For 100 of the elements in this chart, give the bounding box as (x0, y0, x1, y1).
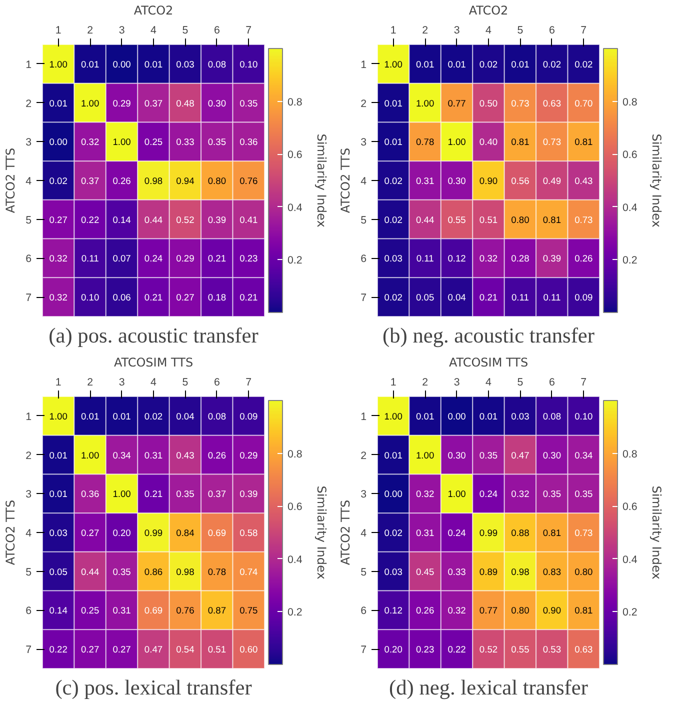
data-label: 0.51 (479, 214, 498, 225)
data-label: 0.94 (176, 176, 194, 186)
y-tick-label: 4 (360, 528, 367, 540)
data-label: 1.00 (384, 59, 402, 70)
color-bar-label: 0.2 (288, 254, 302, 267)
data-label: 0.03 (176, 59, 194, 70)
data-label: 0.35 (542, 489, 562, 500)
data-label: 0.80 (574, 566, 593, 577)
data-label: 0.26 (112, 176, 131, 186)
x-tick-label: 4 (150, 24, 157, 36)
y-tick-label: 2 (26, 450, 32, 462)
data-label: 0.32 (479, 254, 498, 264)
y-tick-label: 5 (360, 214, 367, 226)
color-bar-label: 0.2 (622, 254, 638, 267)
y-tick-label: 1 (360, 410, 367, 423)
data-label: 0.00 (448, 411, 466, 422)
data-label: 0.01 (384, 137, 402, 148)
data-label: 0.76 (176, 606, 194, 616)
data-label: 1.00 (112, 137, 131, 148)
data-label: 0.98 (176, 566, 194, 577)
color-bar-label: 0.8 (622, 96, 638, 108)
data-label: 0.04 (448, 292, 466, 303)
data-label: 0.21 (144, 489, 163, 500)
data-label: 0.22 (80, 214, 100, 225)
x-tick-label: 6 (548, 24, 555, 36)
data-label: 0.69 (144, 606, 163, 616)
data-label: 0.37 (144, 98, 163, 108)
data-label: 0.35 (112, 566, 131, 577)
data-label: 0.99 (479, 528, 498, 538)
data-label: 0.60 (240, 644, 258, 655)
data-label: 0.03 (49, 528, 68, 538)
data-label: 1.00 (416, 450, 434, 460)
x-axis-title: ATCO2 (134, 4, 174, 18)
x-tick-label: 5 (182, 24, 188, 36)
data-label: 0.31 (416, 176, 434, 186)
data-label: 0.24 (448, 528, 466, 538)
text: (d) neg. lexical transfer (389, 676, 588, 700)
data-label: 0.34 (574, 450, 593, 460)
data-label: 0.12 (448, 254, 466, 264)
data-label: 0.78 (416, 137, 434, 148)
data-label: 0.00 (384, 489, 402, 500)
data-label: 0.01 (479, 411, 498, 422)
data-label: 0.05 (49, 566, 68, 577)
data-label: 0.32 (511, 489, 530, 500)
x-tick-label: 2 (422, 24, 428, 36)
data-label: 0.00 (112, 59, 131, 70)
data-label: 0.47 (511, 450, 530, 460)
y-tick-label: 1 (360, 58, 367, 71)
data-label: 0.01 (49, 98, 68, 108)
data-label: 0.80 (511, 606, 530, 616)
data-label: 0.45 (416, 566, 434, 577)
data-label: 0.47 (144, 644, 163, 655)
data-label: 0.27 (80, 528, 100, 538)
data-label: 0.31 (416, 528, 434, 538)
data-label: 1.00 (416, 98, 434, 108)
data-label: 0.03 (511, 411, 530, 422)
data-label: 0.08 (542, 411, 562, 422)
data-label: 0.27 (176, 292, 194, 303)
data-label: 0.08 (208, 411, 226, 422)
data-label: 0.74 (240, 566, 258, 577)
data-label: 0.36 (240, 137, 258, 148)
data-label: 0.03 (384, 254, 402, 264)
data-label: 0.01 (144, 59, 163, 70)
y-tick-label: 6 (26, 605, 32, 618)
data-label: 0.25 (144, 137, 163, 148)
x-tick-label: 6 (548, 376, 555, 388)
data-label: 0.63 (574, 644, 593, 655)
data-label: 0.31 (112, 606, 131, 616)
x-tick-label: 2 (87, 24, 94, 36)
data-label: 0.35 (208, 137, 226, 148)
data-label: 0.56 (511, 176, 530, 186)
data-label: 0.84 (176, 528, 194, 538)
data-label: 0.06 (112, 292, 131, 303)
color-bar-label: 0.4 (288, 202, 302, 214)
y-tick-label: 3 (26, 136, 32, 149)
x-tick-label: 3 (454, 24, 460, 36)
data-label: 0.04 (176, 411, 194, 422)
y-axis-title: ATCO2 TTS (4, 500, 18, 566)
data-label: 0.11 (511, 292, 529, 303)
color-bar-title: Similarity Index (314, 486, 328, 580)
y-axis-title: ATCO2 TTS (338, 148, 353, 214)
data-label: 0.02 (144, 411, 163, 422)
data-label: 0.63 (542, 98, 562, 108)
y-tick-label: 2 (360, 98, 367, 110)
data-label: 0.87 (208, 606, 226, 616)
x-tick-label: 7 (246, 376, 252, 388)
data-label: 0.32 (416, 489, 434, 500)
data-label: 0.81 (542, 214, 562, 225)
data-label: 0.07 (112, 254, 131, 264)
x-tick-label: 4 (486, 376, 492, 388)
data-label: 0.81 (511, 137, 530, 148)
y-tick-label: 6 (360, 605, 367, 618)
x-tick-label: 2 (87, 376, 94, 388)
data-label: 0.55 (448, 214, 466, 225)
y-tick-label: 4 (360, 176, 367, 188)
data-label: 0.22 (448, 644, 466, 655)
data-label: 0.29 (112, 98, 131, 108)
data-label: 0.69 (208, 528, 226, 538)
data-label: 0.76 (240, 176, 258, 186)
data-label: 0.21 (144, 292, 163, 303)
